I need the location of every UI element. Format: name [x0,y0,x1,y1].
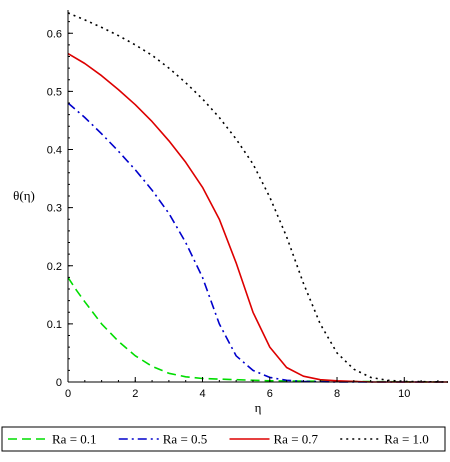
x-tick-label: 8 [334,388,340,400]
y-tick-label: 0.4 [47,145,62,157]
x-tick-label: 10 [398,388,410,400]
y-tick-label: 0.5 [47,86,62,98]
series-line-3 [67,52,448,383]
y-tick-label: 0.2 [47,261,62,273]
series-line-4 [67,12,449,383]
x-ticks: 0 2 4 6 8 10 [65,377,439,400]
y-tick-label: 0 [56,377,62,389]
y-tick-label: 0.1 [47,319,62,331]
y-tick-label: 0.6 [47,28,62,40]
legend-label-2: Ra = 0.5 [163,432,208,447]
legend: Ra = 0.1 Ra = 0.5 Ra = 0.7 Ra = 1.0 [1,426,446,452]
x-axis-label: η [255,400,262,415]
legend-label-1: Ra = 0.1 [52,432,97,447]
y-tick-label: 0.3 [47,203,62,215]
y-ticks: 0.1 0.2 0.3 0.4 0.5 0.6 0 [47,21,73,389]
x-tick-label: 2 [132,388,138,400]
legend-items: Ra = 0.1 Ra = 0.5 Ra = 0.7 Ra = 1.0 [8,432,429,447]
legend-label-4: Ra = 1.0 [384,432,429,447]
y-axis-label: θ(η) [13,188,35,203]
series-line-2 [67,102,448,383]
series-line-1 [67,276,449,383]
x-tick-label: 0 [65,388,71,400]
legend-label-3: Ra = 0.7 [274,432,319,447]
x-tick-label: 4 [199,388,205,400]
x-tick-label: 6 [267,388,273,400]
plot-lines [67,12,449,383]
